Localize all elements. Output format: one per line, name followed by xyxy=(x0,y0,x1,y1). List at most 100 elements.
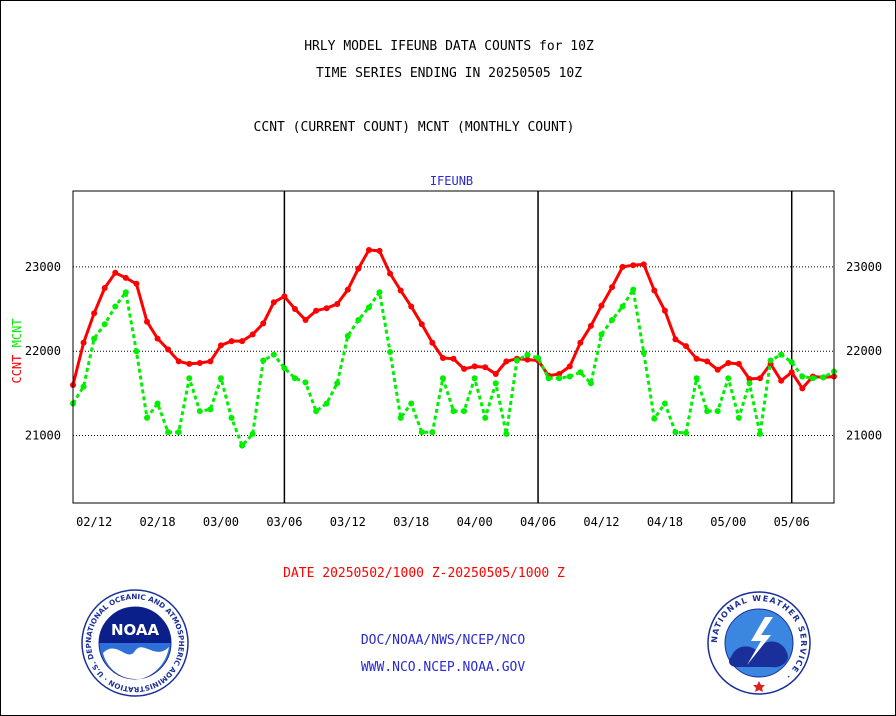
point-mcnt xyxy=(154,400,161,407)
point-mcnt xyxy=(439,375,446,382)
noaa-upper-half xyxy=(99,607,171,643)
date-range: DATE 20250502/1000 Z-20250505/1000 Z xyxy=(283,566,565,581)
y-tick-label: 22000 xyxy=(25,344,61,358)
x-tick-label: 04/06 xyxy=(520,515,556,529)
point-ccnt xyxy=(80,339,87,346)
org-credit: DOC/NOAA/NWS/NCEP/NCO xyxy=(360,633,526,648)
point-mcnt xyxy=(513,357,520,364)
x-tick-label: 03/12 xyxy=(330,515,366,529)
panel-label: IFEUNB xyxy=(430,174,473,188)
point-ccnt xyxy=(672,336,679,343)
point-ccnt xyxy=(524,356,531,363)
point-ccnt xyxy=(799,385,806,392)
point-mcnt xyxy=(186,375,193,382)
point-mcnt xyxy=(207,406,214,413)
point-ccnt xyxy=(746,376,753,383)
point-mcnt xyxy=(249,430,256,437)
point-ccnt xyxy=(556,370,563,377)
point-mcnt xyxy=(640,349,647,356)
y-tick-label-right: 23000 xyxy=(846,260,882,274)
point-mcnt xyxy=(313,408,320,415)
point-mcnt xyxy=(80,383,87,390)
point-mcnt xyxy=(587,380,594,387)
y-tick-label-right: 21000 xyxy=(846,429,882,443)
point-mcnt xyxy=(672,429,679,436)
point-mcnt xyxy=(535,354,542,361)
point-ccnt xyxy=(704,358,711,365)
y-tick-label: 23000 xyxy=(25,260,61,274)
point-ccnt xyxy=(683,343,690,350)
x-tick-label: 04/00 xyxy=(457,515,493,529)
point-ccnt xyxy=(217,342,224,349)
x-tick-label: 04/18 xyxy=(647,515,683,529)
point-mcnt xyxy=(619,303,626,310)
point-ccnt xyxy=(302,317,309,324)
x-tick-label: 03/00 xyxy=(203,515,239,529)
plot-border xyxy=(72,190,835,504)
point-mcnt xyxy=(376,289,383,296)
point-ccnt xyxy=(492,370,499,377)
point-mcnt xyxy=(408,400,415,407)
point-ccnt xyxy=(408,303,415,310)
chart-title: HRLY MODEL IFEUNB DATA COUNTS for 10Z xyxy=(304,39,594,54)
point-mcnt xyxy=(196,408,203,415)
x-tick-label: 02/18 xyxy=(139,515,175,529)
point-ccnt xyxy=(313,307,320,314)
point-ccnt xyxy=(661,307,668,314)
y-tick-label: 21000 xyxy=(25,429,61,443)
point-ccnt xyxy=(291,306,298,313)
point-mcnt xyxy=(165,429,172,436)
y-axis-label-mcnt: MCNT xyxy=(10,318,24,354)
point-ccnt xyxy=(397,287,404,294)
point-mcnt xyxy=(767,357,774,364)
point-mcnt xyxy=(630,286,637,293)
point-mcnt xyxy=(228,414,235,421)
point-ccnt xyxy=(154,335,161,342)
noaa-gull xyxy=(103,647,169,680)
point-mcnt xyxy=(714,408,721,415)
series-line-ccnt xyxy=(71,248,835,390)
nws-star-icon xyxy=(753,681,765,692)
point-mcnt xyxy=(809,375,816,382)
point-ccnt xyxy=(334,300,341,307)
point-mcnt xyxy=(450,408,457,415)
point-ccnt xyxy=(778,377,785,384)
series-description: CCNT (CURRENT COUNT) MCNT (MONTHLY COUNT… xyxy=(253,120,575,135)
point-mcnt xyxy=(122,289,129,296)
website-link[interactable]: WWW.NCO.NCEP.NOAA.GOV xyxy=(360,660,526,675)
point-ccnt xyxy=(165,346,172,353)
point-ccnt xyxy=(757,375,764,382)
point-mcnt xyxy=(545,375,552,382)
point-ccnt xyxy=(577,339,584,346)
point-mcnt xyxy=(577,369,584,376)
point-mcnt xyxy=(429,429,436,436)
nws-lightning-bolt xyxy=(747,617,773,665)
point-ccnt xyxy=(587,322,594,329)
point-mcnt xyxy=(746,380,753,387)
line-chart: 21000 22000 23000 21000 22000 23000 02/12 02/18… xyxy=(10,174,882,529)
nws-logo: NATIONAL WEATHER SERVICE · xyxy=(707,591,811,695)
point-ccnt xyxy=(735,360,742,367)
point-mcnt xyxy=(609,317,616,324)
noaa-wordmark: NOAA xyxy=(111,621,160,639)
point-ccnt xyxy=(387,270,394,277)
point-ccnt xyxy=(725,360,732,367)
point-mcnt xyxy=(143,414,150,421)
point-ccnt xyxy=(122,274,129,281)
x-tick-label: 05/06 xyxy=(774,515,810,529)
point-ccnt xyxy=(619,263,626,270)
series-layer xyxy=(70,247,837,449)
point-mcnt xyxy=(281,365,288,372)
point-ccnt xyxy=(365,247,372,254)
point-mcnt xyxy=(270,351,277,358)
point-mcnt xyxy=(175,429,182,436)
x-tick-label: 03/06 xyxy=(266,515,302,529)
point-mcnt xyxy=(492,380,499,387)
y-axis-label-ccnt: CCNT xyxy=(10,355,24,384)
point-ccnt xyxy=(450,355,457,362)
point-ccnt xyxy=(175,358,182,365)
point-ccnt xyxy=(640,261,647,268)
point-mcnt xyxy=(683,430,690,437)
point-ccnt xyxy=(249,331,256,338)
